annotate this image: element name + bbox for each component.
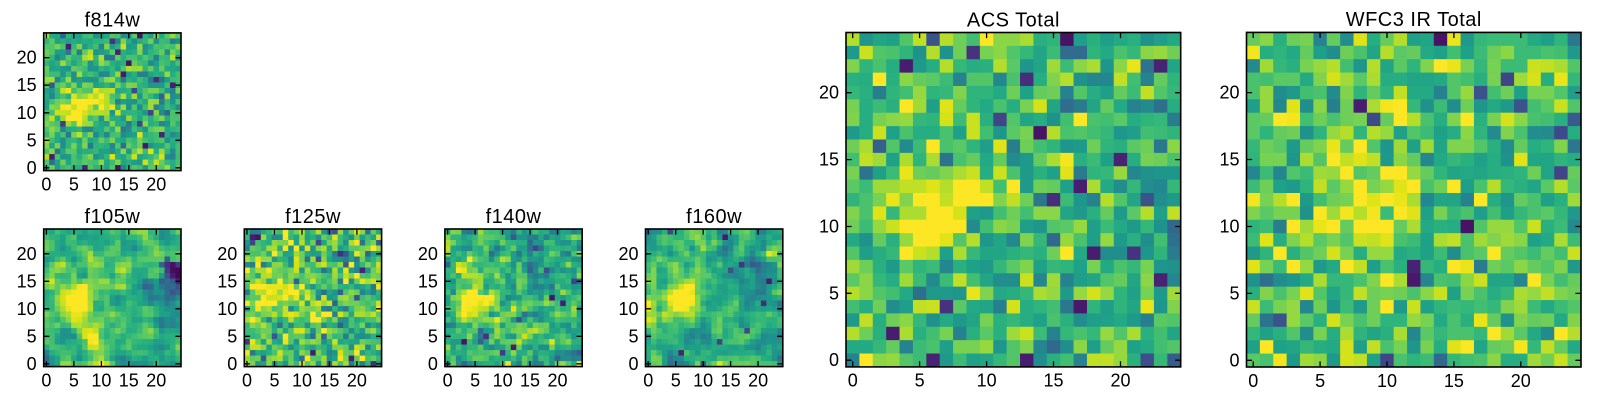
svg-text:15: 15: [1043, 371, 1063, 391]
svg-text:0: 0: [1229, 350, 1239, 370]
svg-text:15: 15: [1444, 371, 1464, 391]
svg-text:0: 0: [27, 158, 37, 178]
svg-text:20: 20: [347, 370, 367, 390]
svg-text:0: 0: [1248, 371, 1258, 391]
svg-text:20: 20: [1219, 83, 1239, 103]
svg-text:5: 5: [27, 130, 37, 150]
svg-text:20: 20: [146, 370, 166, 390]
svg-text:20: 20: [17, 48, 37, 68]
svg-text:f140w: f140w: [486, 206, 542, 228]
svg-text:20: 20: [17, 244, 37, 264]
svg-text:5: 5: [69, 370, 79, 390]
svg-text:5: 5: [1315, 371, 1325, 391]
svg-text:5: 5: [470, 370, 480, 390]
svg-text:0: 0: [41, 370, 51, 390]
svg-text:0: 0: [27, 354, 37, 374]
svg-text:10: 10: [91, 174, 111, 194]
svg-text:f814w: f814w: [84, 10, 140, 32]
svg-text:5: 5: [269, 370, 279, 390]
svg-text:5: 5: [628, 326, 638, 346]
svg-text:10: 10: [17, 103, 37, 123]
svg-text:5: 5: [27, 326, 37, 346]
svg-text:ACS Total: ACS Total: [967, 9, 1060, 31]
svg-text:20: 20: [418, 244, 438, 264]
svg-text:20: 20: [618, 244, 638, 264]
svg-text:15: 15: [520, 370, 540, 390]
svg-text:5: 5: [1229, 283, 1239, 303]
svg-text:10: 10: [493, 370, 513, 390]
svg-text:0: 0: [428, 354, 438, 374]
svg-text:10: 10: [1377, 371, 1397, 391]
svg-text:f160w: f160w: [686, 206, 742, 228]
svg-text:15: 15: [17, 271, 37, 291]
svg-text:20: 20: [547, 370, 567, 390]
svg-text:5: 5: [829, 283, 839, 303]
svg-text:0: 0: [41, 174, 51, 194]
svg-text:15: 15: [721, 370, 741, 390]
svg-text:15: 15: [17, 75, 37, 95]
svg-text:0: 0: [227, 354, 237, 374]
svg-text:0: 0: [829, 350, 839, 370]
svg-text:0: 0: [643, 370, 653, 390]
svg-text:20: 20: [217, 244, 237, 264]
svg-text:20: 20: [819, 83, 839, 103]
svg-text:15: 15: [119, 174, 139, 194]
svg-text:10: 10: [292, 370, 312, 390]
svg-text:15: 15: [418, 271, 438, 291]
svg-text:15: 15: [119, 370, 139, 390]
svg-text:0: 0: [242, 370, 252, 390]
svg-text:10: 10: [977, 371, 997, 391]
svg-text:15: 15: [319, 370, 339, 390]
svg-text:10: 10: [1219, 217, 1239, 237]
svg-text:5: 5: [671, 370, 681, 390]
svg-text:10: 10: [693, 370, 713, 390]
svg-text:10: 10: [618, 299, 638, 319]
svg-text:5: 5: [227, 326, 237, 346]
svg-text:20: 20: [748, 370, 768, 390]
svg-text:20: 20: [146, 174, 166, 194]
svg-text:15: 15: [1219, 150, 1239, 170]
svg-text:20: 20: [1110, 371, 1130, 391]
svg-text:10: 10: [91, 370, 111, 390]
svg-text:0: 0: [848, 371, 858, 391]
svg-text:5: 5: [428, 326, 438, 346]
svg-text:5: 5: [915, 371, 925, 391]
svg-text:0: 0: [628, 354, 638, 374]
svg-text:15: 15: [217, 271, 237, 291]
svg-text:f105w: f105w: [84, 206, 140, 228]
svg-text:5: 5: [69, 174, 79, 194]
svg-text:10: 10: [819, 217, 839, 237]
svg-text:f125w: f125w: [285, 206, 341, 228]
svg-text:10: 10: [17, 299, 37, 319]
svg-text:20: 20: [1511, 371, 1531, 391]
svg-text:15: 15: [819, 150, 839, 170]
svg-text:WFC3 IR Total: WFC3 IR Total: [1346, 9, 1482, 31]
svg-text:0: 0: [443, 370, 453, 390]
svg-text:15: 15: [618, 271, 638, 291]
svg-text:10: 10: [217, 299, 237, 319]
svg-text:10: 10: [418, 299, 438, 319]
